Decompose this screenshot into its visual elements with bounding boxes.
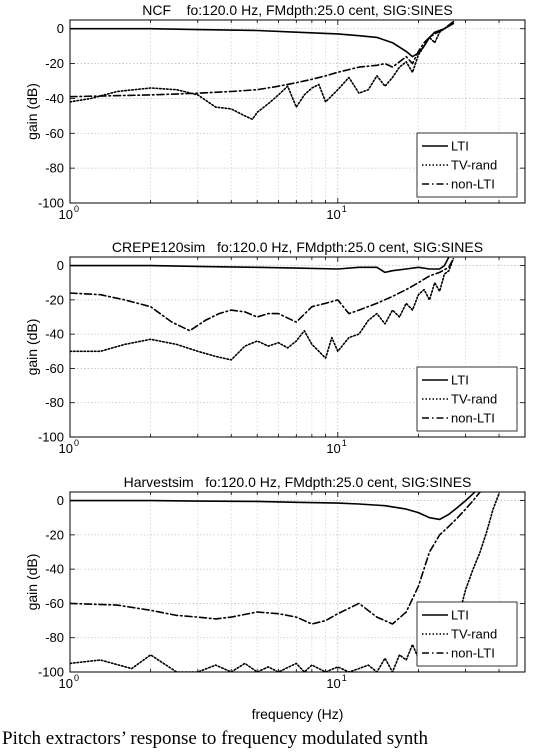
legend-label: non-LTI bbox=[451, 411, 495, 426]
series-line-tv-rand bbox=[70, 20, 455, 121]
y-tick-label: -80 bbox=[45, 395, 64, 410]
chart-title: CREPE120sim fo:120.0 Hz, FMdpth:25.0 cen… bbox=[112, 239, 483, 255]
y-tick-label: -60 bbox=[45, 596, 64, 611]
series-line-non-lti bbox=[70, 492, 481, 625]
x-tick-label: 10 bbox=[59, 207, 73, 222]
y-axis-label: gain (dB) bbox=[24, 319, 40, 376]
y-tick-label: -60 bbox=[45, 126, 64, 141]
series-group bbox=[70, 20, 455, 121]
y-tick-label: 0 bbox=[57, 258, 64, 273]
series-line-non-lti bbox=[70, 20, 455, 98]
legend-label: non-LTI bbox=[451, 646, 495, 661]
y-tick-label: -100 bbox=[38, 430, 64, 445]
legend-label: TV-rand bbox=[451, 392, 497, 407]
x-tick-label: 10 bbox=[326, 207, 340, 222]
y-tick-label: -20 bbox=[45, 56, 64, 71]
x-tick-label-exponent: 1 bbox=[342, 204, 347, 214]
series-group bbox=[70, 257, 455, 361]
legend-label: LTI bbox=[451, 373, 469, 388]
x-tick-label: 10 bbox=[326, 441, 340, 456]
plot-area-box bbox=[69, 491, 526, 673]
y-tick-label: -80 bbox=[45, 630, 64, 645]
y-axis-label: gain (dB) bbox=[24, 554, 40, 611]
x-tick-label: 10 bbox=[59, 441, 73, 456]
plot-area-box bbox=[69, 256, 526, 438]
y-tick-label: -80 bbox=[45, 161, 64, 176]
series-line-lti bbox=[70, 492, 477, 521]
legend-label: LTI bbox=[451, 608, 469, 623]
y-tick-label: 0 bbox=[57, 21, 64, 36]
x-tick-label: 10 bbox=[326, 676, 340, 691]
y-tick-label: -40 bbox=[45, 562, 64, 577]
y-tick-label: -20 bbox=[45, 292, 64, 307]
y-tick-label: 0 bbox=[57, 493, 64, 508]
legend: LTI TV-rand non-LTI bbox=[416, 132, 518, 198]
legend-label: TV-rand bbox=[451, 627, 497, 642]
y-tick-label: -40 bbox=[45, 327, 64, 342]
legend-label: TV-rand bbox=[451, 158, 497, 173]
x-tick-label-exponent: 1 bbox=[342, 438, 347, 448]
series-line-lti bbox=[70, 257, 450, 274]
plot-area-box bbox=[69, 19, 526, 204]
x-tick-label-exponent: 0 bbox=[74, 438, 79, 448]
x-tick-label-exponent: 0 bbox=[74, 673, 79, 683]
y-axis-label: gain (dB) bbox=[24, 83, 40, 140]
y-tick-label: -60 bbox=[45, 361, 64, 376]
y-tick-label: -100 bbox=[38, 196, 64, 211]
y-tick-label: -20 bbox=[45, 527, 64, 542]
x-tick-label-exponent: 1 bbox=[342, 673, 347, 683]
legend: LTI TV-rand non-LTI bbox=[416, 601, 518, 667]
y-tick-label: -40 bbox=[45, 91, 64, 106]
legend-label: non-LTI bbox=[451, 177, 495, 192]
series-line-non-lti bbox=[70, 257, 455, 332]
chart-title: NCF fo:120.0 Hz, FMdpth:25.0 cent, SIG:S… bbox=[142, 2, 452, 18]
chart-title: Harvestsim fo:120.0 Hz, FMdpth:25.0 cent… bbox=[124, 474, 472, 490]
x-tick-label: 10 bbox=[59, 676, 73, 691]
y-tick-label: -100 bbox=[38, 665, 64, 680]
series-line-tv-rand bbox=[70, 257, 455, 361]
x-tick-label-exponent: 0 bbox=[74, 204, 79, 214]
x-axis-label: frequency (Hz) bbox=[252, 706, 344, 722]
legend-label: LTI bbox=[451, 139, 469, 154]
legend: LTI TV-rand non-LTI bbox=[416, 366, 518, 432]
figure-caption: Pitch extractors’ response to frequency … bbox=[2, 728, 428, 749]
